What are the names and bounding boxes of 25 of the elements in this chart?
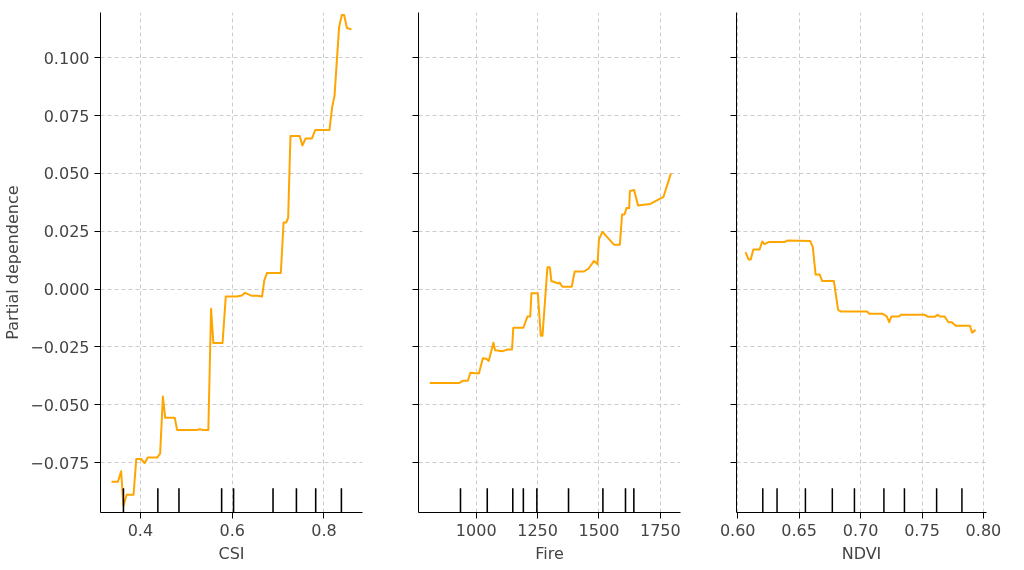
x-tick-label: 0.8 <box>311 520 337 540</box>
x-axis-title: NDVI <box>841 543 882 563</box>
x-axis-title: Fire <box>535 543 564 563</box>
line-series <box>110 14 353 508</box>
x-tick-label: 0.75 <box>904 520 940 540</box>
x-tick-label: 1000 <box>455 520 497 540</box>
x-tick-label: 1500 <box>578 520 620 540</box>
y-tick-label: 0.100 <box>43 48 90 68</box>
y-tick-label: −0.025 <box>30 337 90 357</box>
y-tick-label: −0.050 <box>30 395 90 415</box>
y-tick-label: 0.075 <box>43 106 90 126</box>
x-tick-label: 0.80 <box>965 520 1002 540</box>
x-tick-label: 0.70 <box>842 520 879 540</box>
x-tick-label: 0.6 <box>219 520 245 540</box>
y-tick-label: 0.050 <box>43 164 90 184</box>
x-tick-label: 0.65 <box>781 520 817 540</box>
x-tick-label: 0.60 <box>719 520 756 540</box>
y-tick-label: 0.000 <box>43 280 90 300</box>
y-tick-label: 0.025 <box>43 222 90 242</box>
y-tick-label: −0.075 <box>30 453 90 473</box>
x-tick-label: 1250 <box>517 520 558 540</box>
x-tick-label: 1750 <box>640 520 681 540</box>
y-axis-title: Partial dependence <box>3 185 23 340</box>
x-axis-title: CSI <box>218 543 245 563</box>
x-tick-label: 0.4 <box>127 520 154 540</box>
